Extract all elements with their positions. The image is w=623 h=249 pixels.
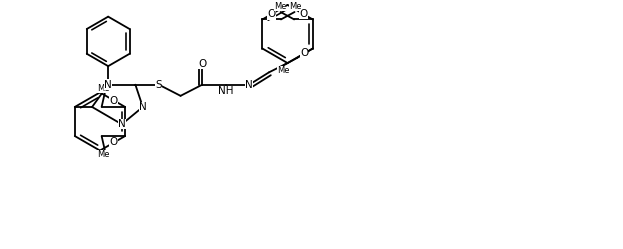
Text: Me: Me xyxy=(289,2,302,11)
Text: O: O xyxy=(299,9,308,19)
Text: N: N xyxy=(139,102,146,112)
Text: N: N xyxy=(118,119,126,129)
Text: O: O xyxy=(300,48,308,58)
Text: Me: Me xyxy=(97,84,110,93)
Text: Me: Me xyxy=(277,66,290,75)
Text: O: O xyxy=(109,137,118,147)
Text: Me: Me xyxy=(97,150,110,159)
Text: O: O xyxy=(267,9,276,19)
Text: S: S xyxy=(156,80,162,90)
Text: NH: NH xyxy=(218,86,234,97)
Text: N: N xyxy=(245,80,253,90)
Text: O: O xyxy=(109,96,118,106)
Text: N: N xyxy=(104,80,112,90)
Text: O: O xyxy=(198,59,206,69)
Text: Me: Me xyxy=(273,2,286,11)
